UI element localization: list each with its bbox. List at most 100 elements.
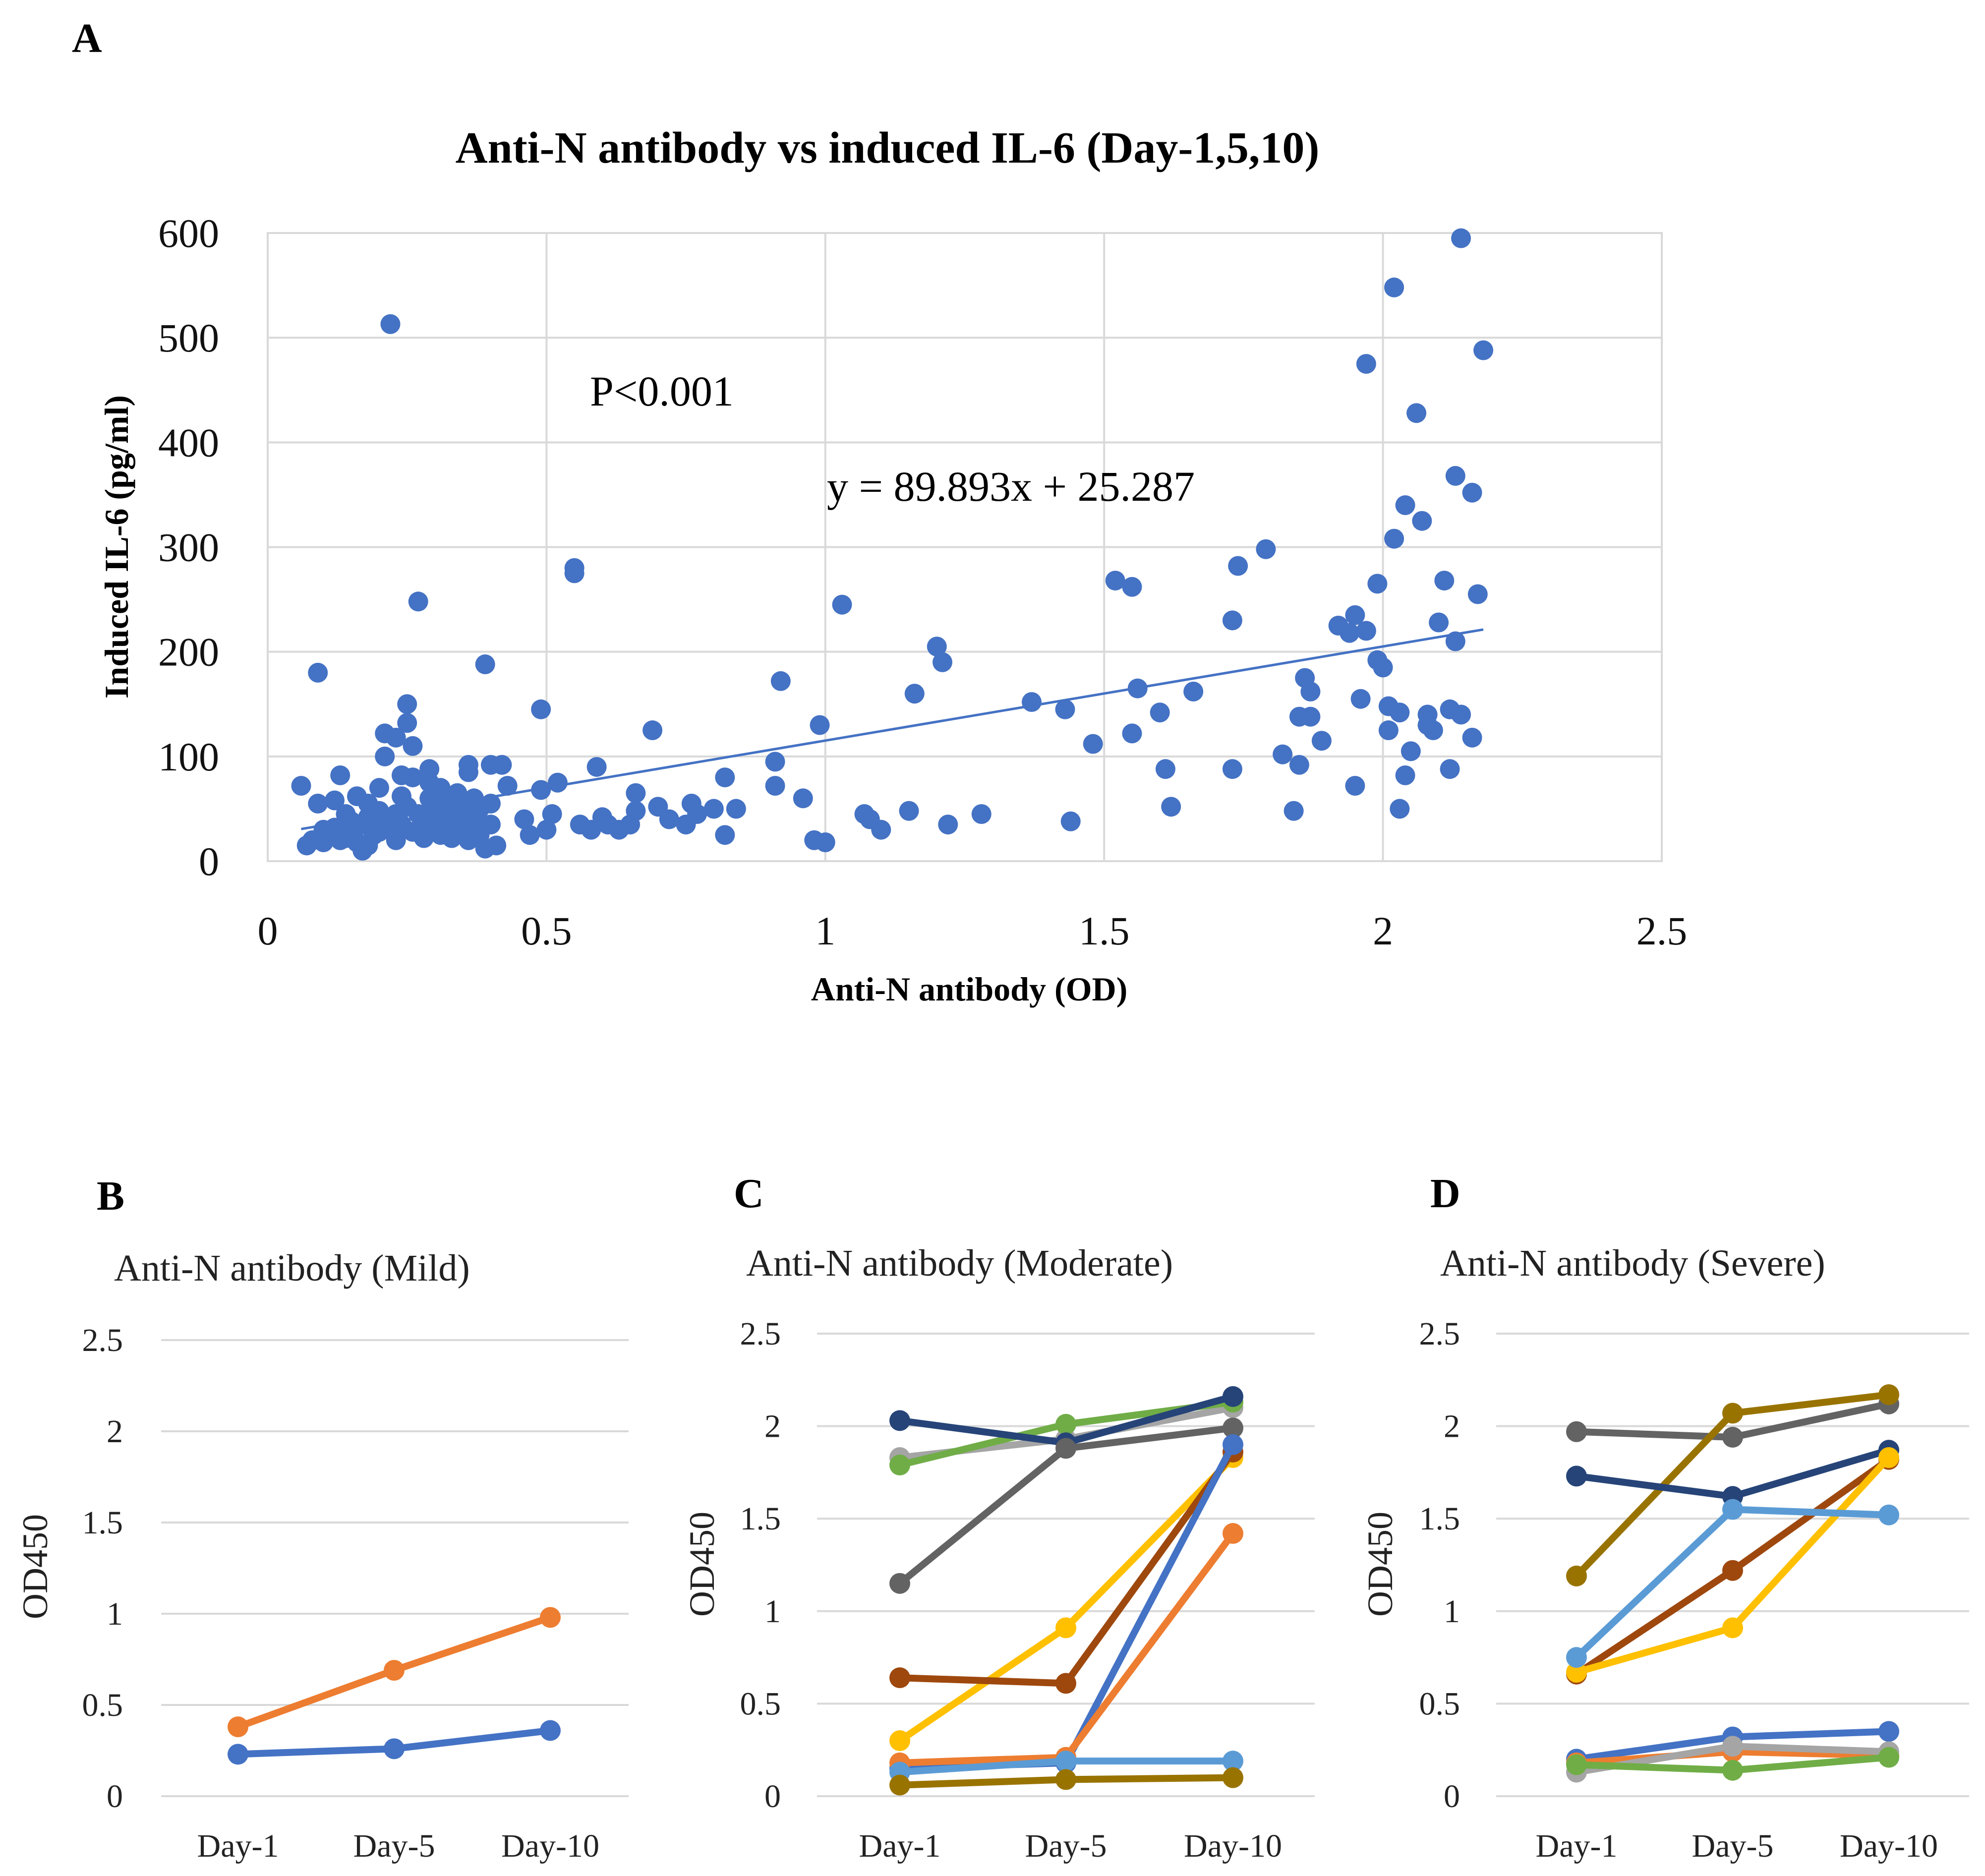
chart-b-series-marker <box>228 1716 248 1738</box>
chart-a-point <box>715 767 735 788</box>
chart-c-title: Anti-N antibody (Moderate) <box>746 1242 1173 1284</box>
chart-c-series-marker <box>1223 1523 1243 1544</box>
chart-b-gridlines <box>161 1339 629 1797</box>
chart-a-points <box>291 228 1494 861</box>
chart-c-x-tick-label: Day-1 <box>859 1828 941 1864</box>
chart-a-x-tick-label: 2 <box>1373 908 1393 953</box>
chart-a-point <box>403 736 423 756</box>
chart-a-point <box>531 699 551 719</box>
chart-a-p-value: P<0.001 <box>590 367 734 415</box>
chart-d-series <box>1566 1384 1899 1783</box>
chart-a-point <box>1367 574 1388 594</box>
chart-a-point <box>1300 706 1321 727</box>
chart-a-point <box>899 801 919 821</box>
chart-b-tick-labels: 0 0.5 1 1.5 2 2.5 Day-1 Day-5 Day-10 <box>82 1322 599 1864</box>
chart-c-y-tick-label: 1.5 <box>740 1501 781 1537</box>
chart-a-point <box>480 815 501 835</box>
chart-c-y-axis-title: OD450 <box>682 1512 722 1617</box>
chart-a-point <box>1356 353 1376 374</box>
chart-a-y-tick-label: 500 <box>158 315 219 360</box>
chart-a-point <box>927 637 947 657</box>
chart-a-point <box>386 727 406 748</box>
chart-a-point <box>703 799 724 819</box>
chart-b-line: Anti-N antibody (Mild) OD450 0 0.5 1 1.5 2 2.… <box>15 1247 629 1864</box>
chart-a-point <box>810 715 830 735</box>
chart-a-point <box>497 775 518 796</box>
chart-d-series-marker <box>1566 1466 1587 1487</box>
chart-a-point <box>1390 703 1410 723</box>
chart-a-point <box>1390 799 1410 819</box>
chart-a-point <box>369 778 389 798</box>
chart-a-point <box>687 804 707 824</box>
chart-a-y-tick-label: 100 <box>158 734 219 779</box>
chart-a-point <box>403 767 423 788</box>
chart-a-point <box>626 801 646 821</box>
chart-b-y-tick-label: 2 <box>107 1413 123 1450</box>
chart-c-series <box>889 1386 1243 1796</box>
chart-c-series-marker <box>1055 1413 1076 1435</box>
chart-a-y-tick-label: 400 <box>158 420 219 465</box>
chart-c-series-marker <box>1055 1617 1076 1639</box>
chart-a-point <box>1467 584 1488 604</box>
chart-d-series-line <box>1566 1747 1899 1781</box>
chart-a-point <box>871 820 891 840</box>
chart-b-y-tick-label: 1 <box>107 1596 123 1632</box>
chart-d-y-tick-label: 2.5 <box>1419 1316 1460 1352</box>
chart-a-x-tick-label: 0.5 <box>521 908 572 953</box>
chart-a-point <box>1340 623 1360 643</box>
chart-d-x-tick-label: Day-5 <box>1692 1828 1774 1864</box>
chart-a-point <box>531 780 551 800</box>
chart-a-point <box>1451 704 1471 725</box>
chart-a-point <box>1384 528 1404 549</box>
chart-a-y-axis-title: Induced IL-6 (pg/ml) <box>98 395 135 699</box>
chart-a-tick-labels: 0 100 200 300 400 500 600 0 0.5 1 1.5 2 2.5 <box>158 211 1687 953</box>
chart-c-tick-labels: 0 0.5 1 1.5 2 2.5 Day-1 Day-5 Day-10 <box>740 1316 1282 1864</box>
chart-a-point <box>715 825 735 845</box>
chart-b-series-marker <box>228 1744 248 1765</box>
chart-c-line: Anti-N antibody (Moderate) OD450 0 0.5 1 1.… <box>682 1242 1315 1864</box>
chart-d-series-marker <box>1878 1747 1899 1768</box>
chart-d-y-tick-label: 0 <box>1444 1778 1460 1815</box>
chart-c-y-tick-label: 2 <box>764 1408 781 1445</box>
chart-a-y-tick-label: 600 <box>158 211 219 256</box>
chart-b-series-line <box>228 1720 561 1765</box>
chart-c-y-tick-label: 0 <box>764 1778 781 1815</box>
chart-c-series-marker <box>1223 1434 1243 1455</box>
chart-a-x-tick-label: 0 <box>258 908 278 953</box>
chart-a-point <box>1412 511 1432 531</box>
chart-a-point <box>324 790 345 811</box>
chart-d-series-marker <box>1566 1754 1587 1775</box>
chart-d-x-tick-label: Day-1 <box>1536 1828 1618 1864</box>
chart-d-y-tick-label: 0.5 <box>1419 1686 1460 1722</box>
chart-c-y-tick-label: 0.5 <box>740 1686 781 1722</box>
chart-b-x-tick-label: Day-10 <box>501 1828 599 1864</box>
chart-c-series-marker <box>1055 1751 1076 1772</box>
chart-a-equation: y = 89.893x + 25.287 <box>827 463 1195 510</box>
chart-a-point <box>904 684 925 704</box>
chart-a-point <box>1289 755 1309 775</box>
chart-a-plot-frame <box>267 232 1663 862</box>
chart-d-series-marker <box>1722 1403 1743 1424</box>
chart-b-y-tick-label: 1.5 <box>82 1505 123 1541</box>
chart-b-x-tick-label: Day-5 <box>353 1828 435 1864</box>
chart-a-point <box>375 746 395 766</box>
chart-a-point <box>430 778 451 798</box>
chart-c-series-marker <box>1223 1417 1243 1439</box>
chart-a-point <box>1445 466 1465 486</box>
chart-a-point <box>1311 731 1332 751</box>
chart-c-series-marker <box>889 1573 910 1594</box>
chart-b-series-marker <box>540 1720 561 1741</box>
chart-a-x-axis-title: Anti-N antibody (OD) <box>811 970 1128 1008</box>
chart-c-series-marker <box>1223 1767 1243 1788</box>
chart-b-y-tick-label: 2.5 <box>82 1322 123 1358</box>
chart-a-point <box>486 835 507 856</box>
chart-d-series-line <box>1566 1384 1899 1586</box>
chart-d-y-tick-label: 1.5 <box>1419 1501 1460 1537</box>
chart-c-series-line <box>889 1767 1243 1796</box>
chart-a-point <box>765 775 785 796</box>
chart-b-series <box>228 1607 561 1765</box>
chart-b-y-tick-label: 0.5 <box>82 1687 123 1723</box>
chart-a-point <box>419 759 440 779</box>
chart-d-series-marker <box>1566 1565 1587 1586</box>
